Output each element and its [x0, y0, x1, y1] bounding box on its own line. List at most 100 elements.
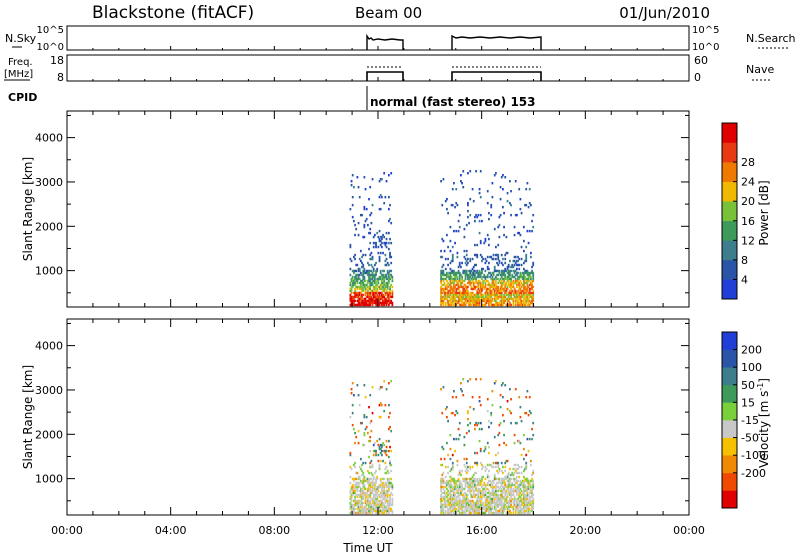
velocity-cell — [513, 433, 516, 437]
power-cell — [380, 273, 383, 277]
velocity-cell — [384, 449, 387, 453]
power-cell — [369, 273, 372, 277]
velocity-label-sup: -1 — [756, 383, 765, 391]
velocity-cell — [358, 481, 361, 485]
velocity-cell — [378, 388, 381, 391]
velocity-cell — [485, 509, 488, 513]
power-cell — [520, 273, 523, 277]
power-cell — [364, 283, 367, 287]
power-cell — [518, 295, 521, 299]
velocity-cell — [458, 483, 461, 487]
power-cell — [489, 289, 491, 293]
velocity-cell — [474, 461, 476, 465]
power-cell — [464, 257, 467, 261]
power-cell — [484, 275, 487, 279]
power-cell — [503, 295, 505, 299]
velocity-cell — [370, 507, 373, 511]
power-cell — [372, 241, 375, 245]
velocity-cell — [349, 507, 352, 511]
velocity-ylabel: Slant Range [km] — [21, 365, 35, 469]
velocity-cell — [475, 503, 477, 507]
power-cell — [356, 299, 359, 303]
velocity-cell — [464, 499, 467, 503]
velocity-cell — [450, 479, 453, 483]
power-cell — [503, 225, 505, 229]
power-cell — [368, 291, 370, 295]
power-cell — [523, 279, 525, 283]
power-cell — [477, 279, 480, 283]
power-cell — [372, 275, 375, 279]
power-cell — [526, 279, 529, 283]
power-panel-frame — [66, 110, 690, 308]
velocity-cell — [366, 503, 369, 507]
power-cell — [492, 303, 495, 307]
power-cell — [449, 239, 452, 243]
velocity-cell — [456, 483, 459, 487]
velocity-cell — [525, 463, 528, 467]
power-cell — [361, 303, 363, 307]
power-cell — [371, 283, 374, 287]
power-cell — [488, 211, 490, 215]
velocity-cell — [506, 483, 509, 487]
power-cell — [385, 263, 388, 267]
velocity-cell — [514, 469, 517, 473]
velocity-cell — [361, 509, 363, 513]
power-cell — [378, 180, 381, 183]
velocity-cell — [492, 461, 495, 465]
y-tick-label: 4000 — [35, 340, 63, 353]
velocity-cell — [477, 483, 480, 487]
power-cell — [441, 277, 444, 281]
velocity-cell — [478, 483, 481, 487]
power-cell — [469, 279, 472, 283]
power-cell — [495, 283, 497, 287]
power-cell — [488, 287, 490, 291]
power-cell — [504, 253, 507, 257]
power-cell — [511, 285, 514, 289]
velocity-cell — [467, 423, 469, 427]
power-cell — [368, 303, 370, 307]
power-cell — [390, 299, 393, 303]
power-cell — [363, 223, 366, 227]
power-cell — [444, 295, 447, 299]
velocity-cell — [457, 507, 460, 511]
velocity-cell — [524, 503, 526, 507]
velocity-cell — [384, 467, 387, 471]
velocity-cell — [509, 511, 511, 515]
velocity-cell — [497, 503, 500, 507]
power-cell — [354, 275, 356, 279]
power-cell — [463, 227, 466, 231]
velocity-cell — [469, 507, 472, 511]
velocity-cell — [354, 441, 356, 445]
velocity-cell — [520, 453, 523, 457]
velocity-cell — [352, 393, 355, 397]
y-tick-label: 4000 — [35, 132, 63, 145]
velocity-cell — [363, 479, 366, 483]
power-cell — [453, 285, 455, 289]
velocity-cell — [449, 469, 452, 473]
velocity-cell — [513, 499, 516, 503]
power-cell — [454, 271, 456, 275]
velocity-cell — [474, 483, 476, 487]
velocity-cell — [440, 479, 442, 483]
velocity-cell — [504, 493, 507, 497]
power-cell — [453, 289, 455, 293]
power-cell — [368, 277, 370, 281]
velocity-cell — [464, 485, 467, 489]
power-cell — [474, 299, 476, 303]
velocity-cell — [517, 467, 519, 471]
velocity-cell — [506, 507, 509, 511]
velocity-cell — [498, 509, 501, 513]
power-cell — [363, 235, 366, 239]
velocity-cell — [458, 433, 461, 437]
velocity-cell — [382, 477, 384, 481]
velocity-cell — [488, 419, 490, 423]
power-cell — [486, 255, 489, 259]
power-cell — [468, 281, 470, 285]
power-cell — [372, 301, 375, 305]
power-cell — [455, 283, 458, 287]
power-cell — [462, 289, 465, 293]
velocity-cell — [461, 469, 463, 473]
power-cell — [456, 291, 459, 295]
velocity-cell — [531, 477, 533, 481]
velocity-cell — [504, 461, 507, 465]
